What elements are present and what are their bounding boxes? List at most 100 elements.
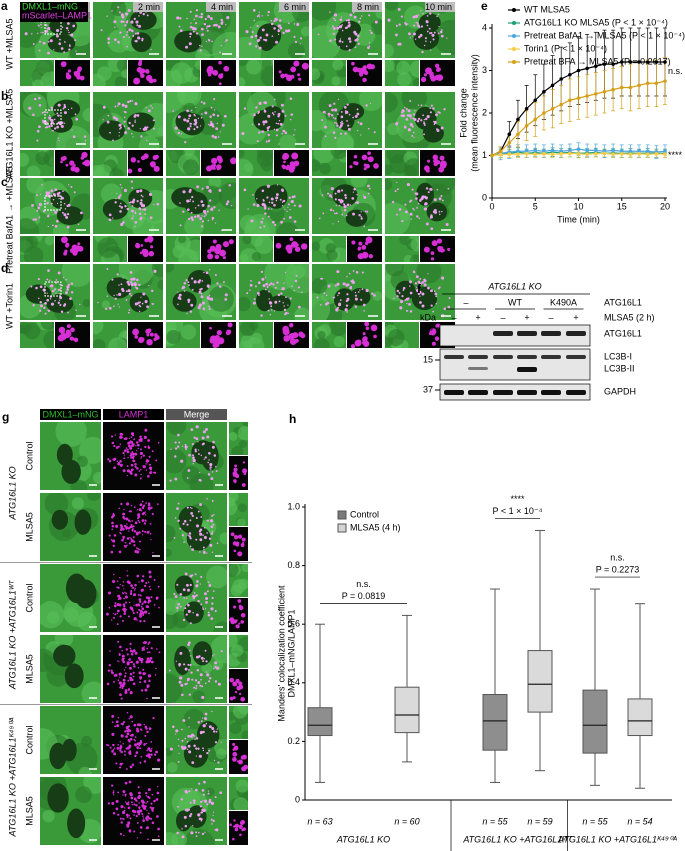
micrograph — [166, 150, 200, 176]
lysosome — [122, 790, 126, 794]
lysosome — [133, 17, 136, 21]
lysosome — [137, 809, 141, 813]
lysosome — [136, 742, 140, 746]
micrograph — [128, 236, 163, 262]
lysosome — [70, 291, 74, 294]
lysosome — [116, 460, 119, 463]
lysosome — [130, 590, 133, 593]
lysosome — [69, 160, 75, 166]
cytoplasm-patch — [157, 279, 163, 290]
lysosome — [360, 211, 362, 213]
lysosome — [152, 155, 158, 161]
lysosome — [148, 727, 152, 730]
lysosome — [189, 200, 191, 203]
data-point — [611, 152, 615, 157]
lysosome — [108, 534, 111, 537]
cytoplasm-patch — [81, 735, 93, 747]
lysosome — [157, 758, 161, 762]
lysosome — [336, 26, 340, 30]
lysosome — [414, 14, 419, 18]
annotation: n.s. — [668, 66, 683, 76]
lysosome — [365, 240, 369, 244]
lysosome — [186, 740, 189, 743]
lysosome — [423, 44, 426, 47]
data-point — [645, 60, 650, 64]
lysosome — [117, 445, 120, 448]
lysosome — [149, 509, 151, 511]
lysosome — [141, 800, 145, 804]
lysosome — [130, 444, 133, 448]
lysosome — [125, 747, 128, 750]
lysosome — [201, 220, 205, 223]
lysosome — [189, 801, 192, 804]
lysosome — [119, 31, 122, 34]
lysosome — [146, 596, 151, 600]
data-point — [611, 62, 615, 66]
lysosome — [214, 796, 217, 799]
lysosome — [138, 521, 141, 524]
lysosome — [356, 130, 359, 132]
cytoplasm-patch — [385, 202, 411, 234]
lysosome — [213, 163, 217, 167]
band — [468, 367, 488, 370]
lysosome — [189, 125, 192, 128]
lysosome — [268, 125, 271, 128]
lysosome — [117, 791, 120, 794]
lysosome — [188, 750, 192, 754]
legend-label: MLSA5 (4 h) — [350, 522, 401, 532]
data-point — [516, 152, 520, 157]
lysosome — [277, 115, 280, 118]
lysosome — [361, 341, 366, 345]
lysosome — [264, 288, 267, 291]
lysosome — [116, 612, 119, 615]
lysosome — [57, 301, 60, 305]
lysosome — [286, 210, 288, 212]
cytoplasm-patch — [20, 19, 41, 49]
lysosome — [84, 140, 87, 142]
lysosome — [65, 72, 70, 76]
lysosome — [301, 291, 303, 294]
lysosome — [261, 130, 265, 133]
lysosome — [48, 114, 51, 117]
lysosome — [365, 288, 369, 293]
lysosome — [346, 275, 348, 278]
lysosome — [180, 133, 183, 135]
micrograph — [229, 527, 248, 561]
lysosome — [247, 208, 249, 210]
lysosome — [126, 661, 130, 665]
lysosome — [272, 113, 275, 116]
lysosome — [298, 204, 302, 208]
lysosome — [339, 124, 343, 127]
lysosome — [252, 203, 256, 206]
lysosome — [24, 32, 28, 36]
lysosome — [186, 199, 190, 203]
nucleus — [418, 13, 441, 32]
lysosome — [123, 454, 126, 456]
y-tick-label: 4 — [482, 22, 487, 32]
lysosome — [187, 208, 190, 212]
lysosome — [126, 537, 130, 540]
lysosome — [74, 113, 77, 116]
lysosome — [130, 432, 135, 436]
lysosome — [226, 16, 230, 20]
lysosome — [201, 832, 205, 835]
lysosome — [119, 583, 121, 586]
lysosome — [142, 668, 145, 671]
micrograph — [385, 178, 455, 234]
lysosome — [183, 118, 187, 122]
lysosome — [185, 791, 189, 794]
lysosome — [107, 114, 110, 117]
cytoplasm-patch — [329, 322, 346, 336]
lysosome — [232, 837, 235, 841]
lysosome — [38, 103, 42, 107]
row-label: ATG16L1 — [604, 297, 642, 307]
lysosome — [122, 607, 126, 611]
lysosome — [140, 742, 143, 744]
micrograph — [103, 706, 164, 774]
time-label: 6 min — [284, 2, 306, 12]
lysosome — [429, 12, 432, 15]
lysosome — [145, 106, 147, 109]
lysosome — [140, 579, 144, 583]
lysosome — [195, 755, 198, 757]
lysosome — [128, 121, 131, 125]
